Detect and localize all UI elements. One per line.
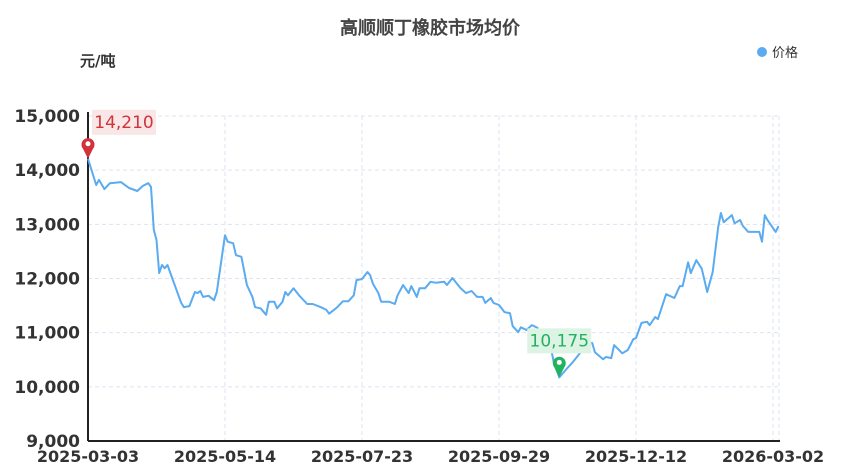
map-pin-icon (81, 138, 95, 159)
y-axis-unit: 元/吨 (80, 52, 116, 70)
x-tick-label: 2025-07-23 (311, 447, 413, 466)
x-tick-label: 2025-05-14 (174, 447, 276, 466)
y-tick-label: 9,000 (26, 432, 80, 452)
max-value-label: 14,210 (94, 113, 153, 133)
y-tick-label: 12,000 (14, 270, 80, 290)
min-label-box (527, 328, 592, 354)
legend-marker-icon (757, 46, 767, 57)
min-value-label: 10,175 (530, 331, 589, 351)
x-tick-label: 2025-03-03 (37, 447, 139, 466)
map-pin-dot (556, 359, 562, 365)
map-pin-dot (85, 141, 91, 147)
x-tick-label: 2025-12-12 (585, 447, 687, 466)
legend-item-price[interactable]: 价格 (757, 42, 798, 61)
max-value-marker: 14,210 (81, 109, 156, 159)
chart-title: 高顺顺丁橡胶市场均价 (340, 18, 520, 39)
min-value-marker: 10,175 (527, 328, 592, 378)
price-series-line (87, 158, 780, 379)
max-label-box (92, 109, 156, 135)
y-tick-label: 14,000 (14, 161, 80, 181)
y-tick-label: 13,000 (14, 215, 80, 235)
y-tick-label: 11,000 (14, 324, 80, 344)
x-tick-label: 2025-09-29 (448, 447, 550, 466)
legend-label: 价格 (772, 46, 799, 61)
y-tick-label: 10,000 (14, 378, 80, 398)
map-pin-icon (552, 356, 566, 378)
x-tick-label: 2026-03-02 (722, 447, 824, 466)
y-tick-label: 15,000 (14, 107, 80, 127)
